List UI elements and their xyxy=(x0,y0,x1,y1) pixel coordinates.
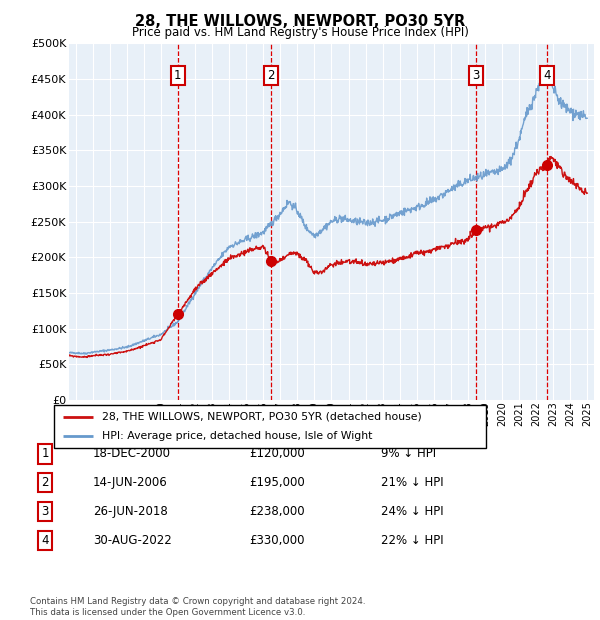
Text: 24% ↓ HPI: 24% ↓ HPI xyxy=(381,505,443,518)
Text: 26-JUN-2018: 26-JUN-2018 xyxy=(93,505,168,518)
Text: £120,000: £120,000 xyxy=(249,448,305,460)
Text: 1: 1 xyxy=(41,448,49,460)
Text: 4: 4 xyxy=(41,534,49,547)
Text: Price paid vs. HM Land Registry's House Price Index (HPI): Price paid vs. HM Land Registry's House … xyxy=(131,26,469,39)
Text: 14-JUN-2006: 14-JUN-2006 xyxy=(93,476,168,489)
Text: HPI: Average price, detached house, Isle of Wight: HPI: Average price, detached house, Isle… xyxy=(101,432,372,441)
Text: 18-DEC-2000: 18-DEC-2000 xyxy=(93,448,171,460)
Text: £238,000: £238,000 xyxy=(249,505,305,518)
Text: 3: 3 xyxy=(473,69,480,82)
Text: 3: 3 xyxy=(41,505,49,518)
Text: Contains HM Land Registry data © Crown copyright and database right 2024.
This d: Contains HM Land Registry data © Crown c… xyxy=(30,598,365,617)
Text: 30-AUG-2022: 30-AUG-2022 xyxy=(93,534,172,547)
Text: 4: 4 xyxy=(544,69,551,82)
Text: £195,000: £195,000 xyxy=(249,476,305,489)
Text: 9% ↓ HPI: 9% ↓ HPI xyxy=(381,448,436,460)
Text: 1: 1 xyxy=(174,69,181,82)
Text: £330,000: £330,000 xyxy=(249,534,305,547)
Text: 21% ↓ HPI: 21% ↓ HPI xyxy=(381,476,443,489)
Text: 28, THE WILLOWS, NEWPORT, PO30 5YR (detached house): 28, THE WILLOWS, NEWPORT, PO30 5YR (deta… xyxy=(101,412,421,422)
Text: 28, THE WILLOWS, NEWPORT, PO30 5YR: 28, THE WILLOWS, NEWPORT, PO30 5YR xyxy=(135,14,465,29)
Text: 2: 2 xyxy=(267,69,275,82)
FancyBboxPatch shape xyxy=(54,405,486,448)
Text: 22% ↓ HPI: 22% ↓ HPI xyxy=(381,534,443,547)
Text: 2: 2 xyxy=(41,476,49,489)
